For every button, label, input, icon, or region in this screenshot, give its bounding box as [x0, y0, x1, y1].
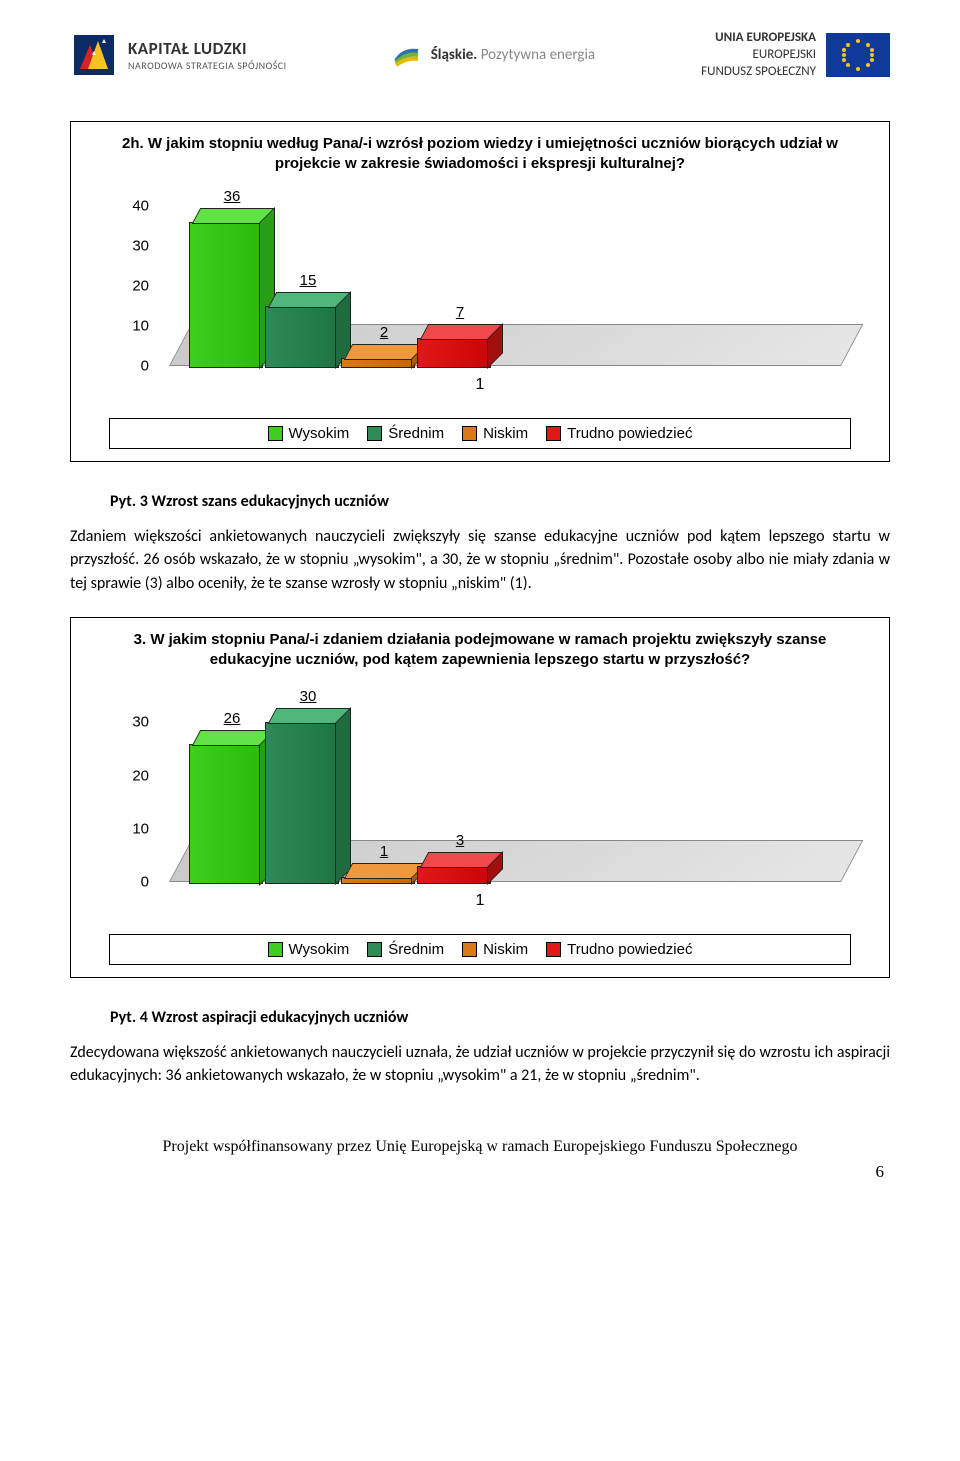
legend-swatch — [367, 942, 382, 957]
legend-swatch — [546, 426, 561, 441]
legend-item: Niskim — [462, 425, 528, 442]
chart-3-legend: Wysokim Średnim Niskim Trudno powiedzieć — [109, 934, 851, 965]
kapital-subtitle: NARODOWA STRATEGIA SPÓJNOŚCI — [128, 59, 287, 72]
legend-label: Średnim — [388, 941, 444, 958]
slaskie-bold: Śląskie. — [431, 46, 478, 64]
legend-swatch — [268, 942, 283, 957]
slaskie-grey: Pozytywna energia — [477, 46, 595, 64]
legend-item: Wysokim — [268, 425, 350, 442]
y-tick: 20 — [132, 278, 149, 295]
bar-średnim: 30 — [265, 722, 337, 882]
bar-value-label: 1 — [341, 843, 427, 860]
bar-średnim: 15 — [265, 306, 337, 366]
section1-body: Zdaniem większości ankietowanych nauczyc… — [70, 525, 890, 595]
header-logos-row: KAPITAŁ LUDZKI NARODOWA STRATEGIA SPÓJNO… — [70, 30, 890, 81]
bar-trudno-powiedzieć: 3 — [417, 866, 489, 882]
y-tick: 0 — [141, 358, 149, 375]
slaskie-text: Śląskie. Pozytywna energia — [431, 46, 595, 64]
chart-2h-legend: Wysokim Średnim Niskim Trudno powiedzieć — [109, 418, 851, 449]
kapital-ludzki-logo — [70, 31, 118, 79]
section1-heading: Pyt. 3 Wzrost szans edukacyjnych uczniów — [110, 492, 890, 511]
bar-value-label: 2 — [341, 324, 427, 341]
bar-value-label: 3 — [417, 832, 503, 849]
page-number: 6 — [70, 1162, 890, 1182]
bar-value-label: 36 — [189, 188, 275, 205]
legend-swatch — [462, 942, 477, 957]
chart-3-frame: 3. W jakim stopniu Pana/-i zdaniem dział… — [70, 617, 890, 979]
chart-2h-body: 010203040 361527 1 — [99, 194, 861, 404]
unia-line3: FUNDUSZ SPOŁECZNY — [701, 64, 816, 81]
kapital-ludzki-block: KAPITAŁ LUDZKI NARODOWA STRATEGIA SPÓJNO… — [70, 31, 287, 79]
chart-2h-xcat: 1 — [99, 376, 861, 394]
legend-item: Wysokim — [268, 941, 350, 958]
legend-item: Trudno powiedzieć — [546, 941, 692, 958]
unia-line2: EUROPEJSKI — [701, 47, 816, 64]
bar-value-label: 15 — [265, 272, 351, 289]
legend-label: Średnim — [388, 425, 444, 442]
bar-wysokim: 36 — [189, 222, 261, 366]
legend-label: Wysokim — [289, 425, 350, 442]
bar-trudno-powiedzieć: 7 — [417, 338, 489, 366]
legend-label: Niskim — [483, 941, 528, 958]
eu-flag-logo — [826, 33, 890, 77]
legend-swatch — [462, 426, 477, 441]
legend-label: Wysokim — [289, 941, 350, 958]
chart-3-body: 0102030 263013 1 — [99, 690, 861, 920]
legend-swatch — [367, 426, 382, 441]
chart-3-yaxis: 0102030 — [99, 690, 159, 882]
chart-3-xcat: 1 — [99, 892, 861, 910]
chart-2h-bars: 361527 — [189, 206, 821, 366]
legend-label: Trudno powiedzieć — [567, 941, 692, 958]
section2-body: Zdecydowana większość ankietowanych nauc… — [70, 1041, 890, 1087]
footer-text: Projekt współfinansowany przez Unię Euro… — [70, 1138, 890, 1156]
bar-value-label: 26 — [189, 710, 275, 727]
kapital-title: KAPITAŁ LUDZKI — [128, 38, 287, 59]
y-tick: 30 — [132, 714, 149, 731]
legend-swatch — [268, 426, 283, 441]
bar-wysokim: 26 — [189, 744, 261, 883]
chart-2h-yaxis: 010203040 — [99, 194, 159, 366]
section2-heading: Pyt. 4 Wzrost aspiracji edukacyjnych ucz… — [110, 1008, 890, 1027]
bar-niskim: 2 — [341, 358, 413, 366]
unia-line1: UNIA EUROPEJSKA — [701, 30, 816, 47]
y-tick: 20 — [132, 767, 149, 784]
slaskie-block: Śląskie. Pozytywna energia — [393, 41, 595, 69]
legend-label: Niskim — [483, 425, 528, 442]
y-tick: 10 — [132, 820, 149, 837]
y-tick: 30 — [132, 238, 149, 255]
bar-value-label: 7 — [417, 304, 503, 321]
bar-value-label: 30 — [265, 688, 351, 705]
legend-item: Niskim — [462, 941, 528, 958]
bar-niskim: 1 — [341, 877, 413, 882]
chart-3-title: 3. W jakim stopniu Pana/-i zdaniem dział… — [89, 630, 871, 681]
y-tick: 10 — [132, 318, 149, 335]
chart-2h-title: 2h. W jakim stopniu według Pana/-i wzrós… — [89, 134, 871, 185]
slaskie-logo — [393, 41, 421, 69]
y-tick: 0 — [141, 874, 149, 891]
chart-2h-frame: 2h. W jakim stopniu według Pana/-i wzrós… — [70, 121, 890, 463]
legend-item: Trudno powiedzieć — [546, 425, 692, 442]
legend-item: Średnim — [367, 941, 444, 958]
chart-3-bars: 263013 — [189, 722, 821, 882]
y-tick: 40 — [132, 198, 149, 215]
legend-swatch — [546, 942, 561, 957]
legend-item: Średnim — [367, 425, 444, 442]
unia-block: UNIA EUROPEJSKA EUROPEJSKI FUNDUSZ SPOŁE… — [701, 30, 890, 81]
legend-label: Trudno powiedzieć — [567, 425, 692, 442]
